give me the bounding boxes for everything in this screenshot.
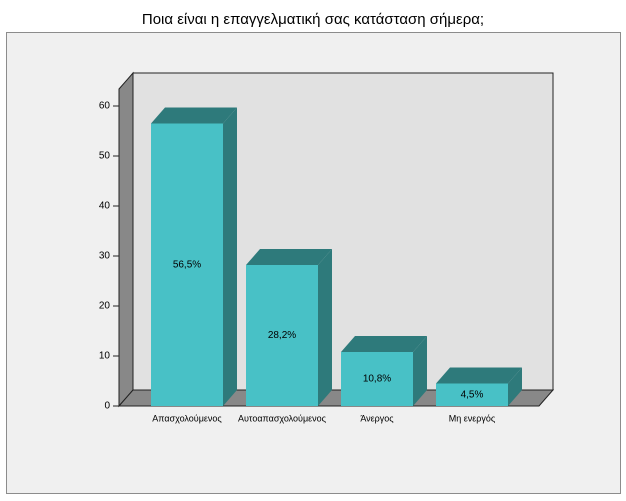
x-tick-label: Αυτοαπασχολούμενος [238,413,327,423]
side-wall [118,71,134,408]
bar-top [151,107,237,124]
value-label: 10,8% [363,374,391,385]
bar-side [223,107,237,406]
bar-side [413,336,427,406]
x-tick-label: Άνεργος [360,413,394,423]
y-tick-label: 10 [99,351,111,362]
value-label: 28,2% [268,330,296,341]
bar-side [318,249,332,406]
bar-top [341,336,427,352]
y-tick-label: 60 [99,101,111,112]
bar-side [508,367,522,406]
bar [341,352,413,406]
x-tick-label: Μη ενεργός [449,413,496,423]
y-tick-label: 40 [99,201,111,212]
y-tick-label: 0 [104,401,110,412]
bar-top [246,249,332,265]
y-tick-label: 20 [99,301,111,312]
bar [246,265,318,406]
bar-top [436,367,522,384]
value-label: 4,5% [461,389,484,400]
x-tick-label: Απασχολούμενος [152,413,222,423]
y-tick-label: 30 [99,251,111,262]
y-tick-label: 50 [99,151,111,162]
value-label: 56,5% [173,259,201,270]
bar [436,383,508,406]
chart-title: Ποια είναι η επαγγελματική σας κατάσταση… [142,11,484,28]
bar [151,123,223,406]
